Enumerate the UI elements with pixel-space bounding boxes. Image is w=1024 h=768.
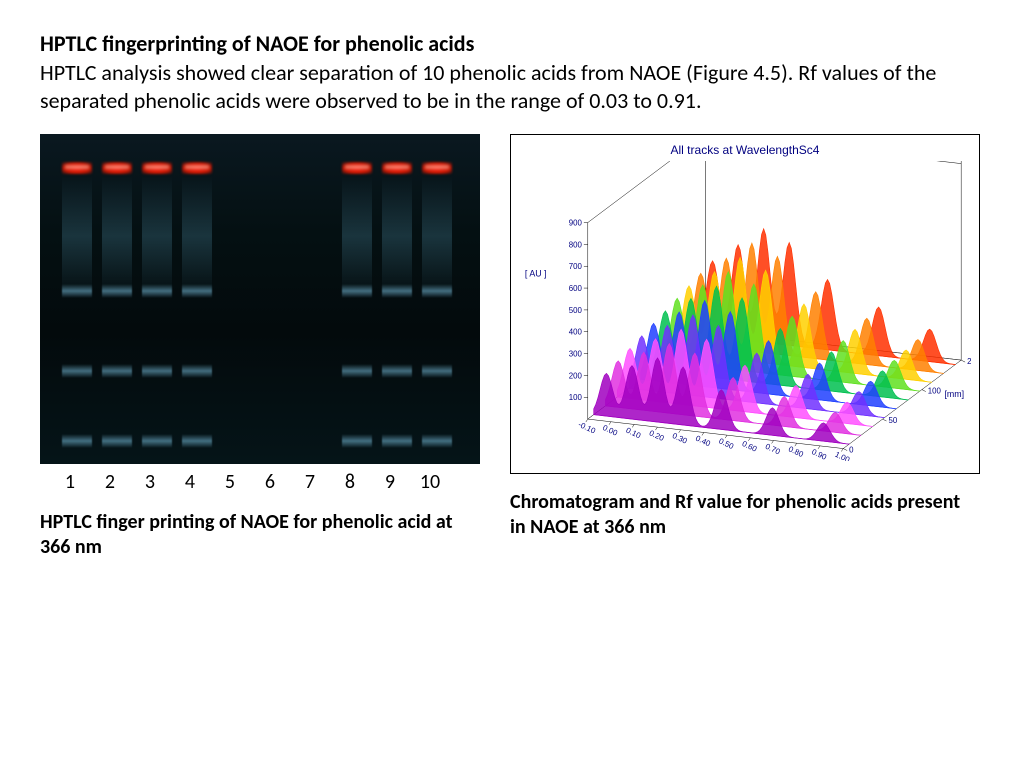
svg-text:0.90: 0.90	[810, 447, 828, 461]
svg-text:0.70: 0.70	[764, 442, 782, 457]
lane-label: 6	[250, 470, 290, 494]
hptlc-lane	[342, 134, 372, 464]
hptlc-lane	[422, 134, 452, 464]
svg-text:300: 300	[569, 349, 583, 358]
left-column: 12345678910 HPTLC finger printing of NAO…	[40, 134, 480, 560]
svg-text:500: 500	[569, 306, 583, 315]
lane-labels-row: 12345678910	[40, 464, 480, 494]
hptlc-lane	[142, 134, 172, 464]
svg-text:900: 900	[569, 218, 583, 227]
lane-label: 7	[290, 470, 330, 494]
chromatogram-3d-plot: 100200300400500600700800900[ AU ]-0.100.…	[519, 161, 971, 461]
hptlc-lane	[182, 134, 212, 464]
page-title: HPTLC fingerprinting of NAOE for phenoli…	[40, 30, 474, 57]
svg-text:200: 200	[569, 371, 583, 380]
header-block: HPTLC fingerprinting of NAOE for phenoli…	[40, 30, 984, 116]
svg-text:[ AU ]: [ AU ]	[525, 268, 547, 278]
svg-text:0.10: 0.10	[624, 425, 642, 440]
lane-label: 10	[410, 470, 450, 494]
chromatogram-title: All tracks at WavelengthSc4	[519, 143, 971, 157]
svg-text:200: 200	[967, 357, 971, 366]
svg-text:0.60: 0.60	[741, 439, 759, 454]
right-column: All tracks at WavelengthSc4 100 200 300 400…	[510, 134, 980, 540]
content-row: 12345678910 HPTLC finger printing of NAO…	[40, 134, 984, 560]
hptlc-caption: HPTLC finger printing of NAOE for phenol…	[40, 510, 480, 560]
hptlc-lane	[62, 134, 92, 464]
hptlc-lane	[102, 134, 132, 464]
svg-text:50: 50	[888, 416, 897, 425]
lane-label: 5	[210, 470, 250, 494]
hptlc-lane	[382, 134, 412, 464]
lane-label: 2	[90, 470, 130, 494]
svg-text:100: 100	[928, 386, 942, 395]
svg-text:0.20: 0.20	[648, 428, 666, 443]
svg-text:0.50: 0.50	[717, 436, 735, 451]
svg-text:0: 0	[849, 445, 854, 454]
svg-text:400: 400	[569, 327, 583, 336]
chromatogram-box: All tracks at WavelengthSc4 100 200 300 400…	[510, 134, 980, 474]
lane-label: 3	[130, 470, 170, 494]
svg-text:-0.10: -0.10	[577, 420, 598, 436]
lane-label: 4	[170, 470, 210, 494]
lane-label: 9	[370, 470, 410, 494]
svg-text:600: 600	[569, 284, 583, 293]
lane-label: 1	[50, 470, 90, 494]
page-description: HPTLC analysis showed clear separation o…	[40, 59, 936, 115]
svg-text:0.40: 0.40	[694, 433, 712, 448]
svg-text:100: 100	[569, 393, 583, 402]
svg-text:700: 700	[569, 262, 583, 271]
hptlc-plate-image	[40, 134, 480, 464]
svg-text:0.00: 0.00	[601, 423, 619, 438]
lane-label: 8	[330, 470, 370, 494]
chromatogram-caption: Chromatogram and Rf value for phenolic a…	[510, 490, 980, 540]
svg-text:800: 800	[569, 240, 583, 249]
svg-text:[mm]: [mm]	[944, 389, 964, 399]
svg-text:0.80: 0.80	[787, 444, 805, 459]
svg-text:0.30: 0.30	[671, 431, 689, 446]
